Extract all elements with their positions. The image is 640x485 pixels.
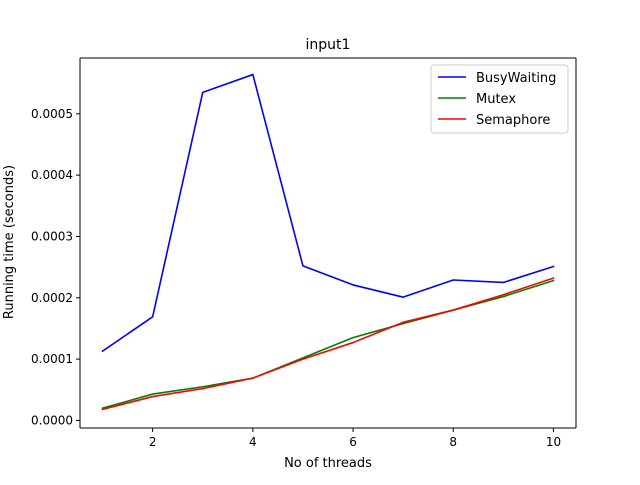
- x-tick-label: 6: [349, 435, 357, 449]
- legend-label-busywaiting: BusyWaiting: [476, 71, 556, 86]
- x-tick-label: 4: [249, 435, 257, 449]
- x-tick-label: 2: [149, 435, 157, 449]
- y-axis-label: Running time (seconds): [2, 165, 17, 319]
- series-line-semaphore: [101, 277, 555, 411]
- x-tick-label: 10: [546, 435, 561, 449]
- y-tick-label: 0.0004: [31, 168, 73, 182]
- y-tick-label: 0.0000: [31, 413, 73, 427]
- series-line-busywaiting: [101, 73, 555, 353]
- x-tick-label: 8: [449, 435, 457, 449]
- legend-label-semaphore: Semaphore: [476, 113, 550, 128]
- legend-frame: [430, 64, 569, 134]
- y-tick-label: 0.0001: [31, 352, 73, 366]
- y-tick-label: 0.0005: [31, 107, 73, 121]
- y-tick-label: 0.0002: [31, 291, 73, 305]
- x-axis-label: No of threads: [284, 456, 372, 471]
- legend-label-mutex: Mutex: [476, 92, 516, 107]
- y-tick-label: 0.0003: [31, 229, 73, 243]
- legend: BusyWaiting Mutex Semaphore: [430, 64, 569, 134]
- chart-title: input1: [306, 37, 351, 53]
- series-line-mutex: [101, 279, 555, 410]
